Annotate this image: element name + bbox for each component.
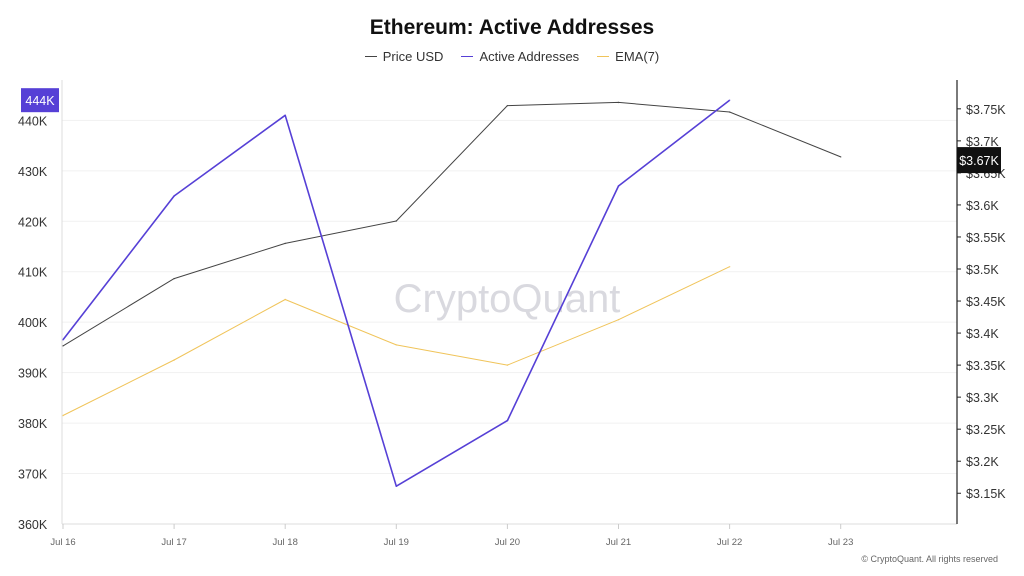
y-right-tick-label: $3.55K — [966, 231, 1006, 245]
y-left-tick-label: 440K — [18, 114, 48, 128]
legend-label-ema: EMA(7) — [615, 49, 660, 64]
data-point — [173, 277, 175, 280]
legend-item-active-addresses[interactable]: Active Addresses — [461, 49, 579, 64]
legend-label-active-addresses: Active Addresses — [479, 49, 580, 64]
legend-item-ema[interactable]: EMA(7) — [597, 49, 659, 64]
data-point — [506, 419, 509, 422]
data-point — [62, 339, 64, 341]
data-point — [728, 99, 731, 101]
y-left-tick-label: 370K — [18, 468, 48, 482]
x-tick-label: Jul 16 — [50, 537, 75, 548]
data-point — [617, 318, 620, 321]
y-right-tick-label: $3.25K — [966, 423, 1006, 437]
y-left-tick-label: 390K — [18, 367, 48, 381]
copyright-text: © CryptoQuant. All rights reserved — [861, 554, 998, 564]
data-point — [395, 220, 398, 222]
data-point — [728, 265, 731, 268]
x-tick-label: Jul 20 — [495, 537, 520, 548]
data-point — [284, 114, 287, 117]
x-tick-label: Jul 22 — [717, 537, 742, 548]
y-left-tick-label: 430K — [18, 165, 48, 179]
series-line-price — [62, 101, 841, 347]
data-point — [506, 104, 509, 107]
right-value-badge-label: $3.67K — [959, 154, 999, 168]
data-point — [62, 345, 64, 347]
y-right-tick-label: $3.75K — [966, 103, 1006, 117]
chart-title: Ethereum: Active Addresses — [369, 16, 655, 39]
data-point — [617, 185, 620, 187]
y-right-tick-label: $3.15K — [966, 487, 1006, 501]
left-value-badge — [21, 88, 59, 113]
x-tick-label: Jul 17 — [161, 537, 186, 548]
legend-swatch-price — [364, 56, 377, 57]
data-point — [173, 359, 175, 361]
chart-legend: Price USD Active Addresses EMA(7) — [0, 49, 1024, 64]
y-left-tick-label: 400K — [18, 316, 48, 330]
data-point — [284, 298, 287, 301]
y-right-tick-label: $3.45K — [966, 295, 1006, 309]
legend-swatch-ema — [597, 56, 610, 57]
y-right-tick-label: $3.5K — [966, 263, 999, 277]
data-point — [173, 195, 175, 197]
x-tick-label: Jul 19 — [384, 537, 409, 548]
data-point — [395, 485, 398, 487]
y-right-tick-label: $3.7K — [966, 135, 999, 149]
legend-item-price[interactable]: Price USD — [364, 49, 444, 64]
x-tick-label: Jul 23 — [828, 537, 853, 548]
data-point — [395, 344, 398, 346]
data-point — [284, 242, 287, 245]
data-point — [839, 156, 842, 158]
data-point — [62, 414, 64, 417]
watermark: CryptoQuant — [394, 277, 621, 321]
y-right-tick-label: $3.35K — [966, 359, 1006, 373]
y-left-tick-label: 410K — [18, 266, 48, 280]
legend-label-price: Price USD — [382, 49, 444, 64]
data-point — [728, 111, 731, 113]
y-left-tick-label: 360K — [18, 518, 48, 532]
right-value-badge — [957, 147, 1001, 174]
y-right-tick-label: $3.4K — [966, 327, 999, 341]
y-left-tick-label: 380K — [18, 417, 48, 431]
x-tick-label: Jul 18 — [273, 537, 298, 548]
y-left-tick-label: 420K — [18, 215, 48, 229]
y-right-tick-label: $3.2K — [966, 455, 999, 469]
data-point — [506, 364, 509, 366]
y-right-tick-label: $3.3K — [966, 391, 999, 405]
left-value-badge-label: 444K — [25, 94, 55, 108]
x-tick-label: Jul 21 — [606, 537, 631, 548]
data-point — [617, 101, 620, 104]
legend-swatch-active-addresses — [461, 56, 474, 57]
y-right-tick-label: $3.6K — [966, 199, 999, 213]
